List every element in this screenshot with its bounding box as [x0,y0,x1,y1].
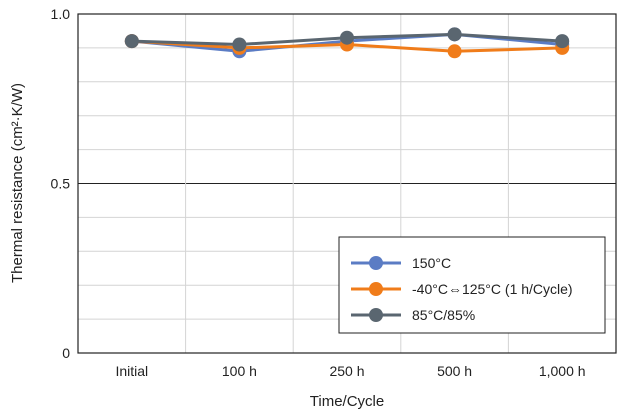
data-point [124,34,139,49]
legend-label: -40°C⇔125°C (1 h/Cycle) [412,281,573,297]
x-tick-label: 1,000 h [539,363,586,379]
data-point [232,37,247,52]
data-point [340,30,354,45]
series [124,27,570,52]
legend-item: -40°C⇔125°C (1 h/Cycle) [351,281,573,297]
y-tick-label: 0.5 [51,176,71,192]
x-axis-ticks: Initial 100 h 250 h 500 h 1,000 h [115,363,585,379]
legend-swatch-marker [369,282,383,296]
y-tick-label: 0 [62,345,70,361]
series-group [124,27,570,59]
legend-swatch-marker [369,308,383,322]
data-point [447,27,462,42]
legend-box [338,236,606,334]
legend-items: 150°C -40°C⇔125°C (1 h/Cycle) 85°C/85% [351,255,573,323]
x-axis-label: Time/Cycle [310,393,384,410]
x-tick-label: Initial [115,363,148,379]
legend-item: 85°C/85% [351,307,475,323]
plot-area-frame [77,13,617,354]
data-point [555,34,570,49]
x-tick-label: 250 h [329,363,364,379]
legend: 150°C -40°C⇔125°C (1 h/Cycle) 85°C/85% [338,236,606,334]
legend-label: 85°C/85% [412,307,475,323]
legend-swatch-marker [369,256,383,270]
legend-label: 150°C [412,255,451,271]
y-axis-ticks: 0 0.5 1.0 [51,6,71,361]
x-tick-label: 100 h [222,363,257,379]
legend-item: 150°C [351,255,451,271]
x-tick-label: 500 h [437,363,472,379]
y-tick-label: 1.0 [51,6,71,22]
data-point [447,44,462,59]
y-axis-label: Thermal resistance (cm²·K/W) [9,83,26,283]
